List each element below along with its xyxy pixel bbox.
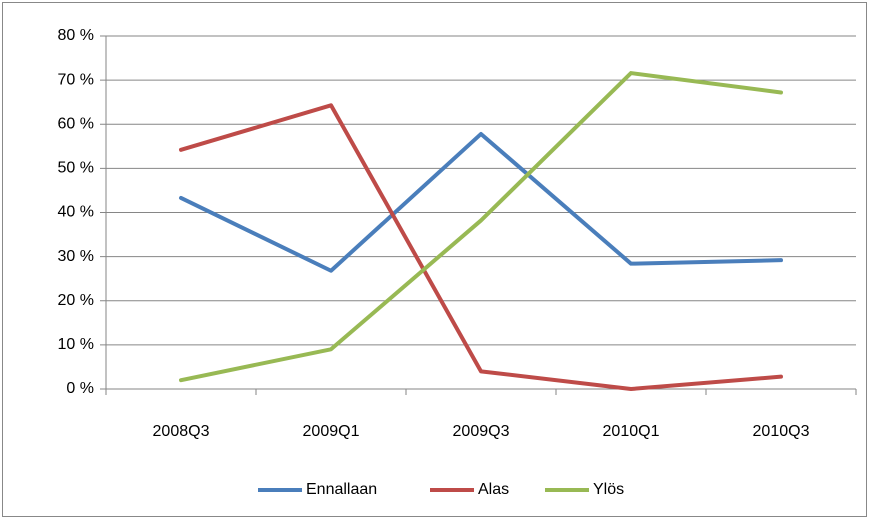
x-tick-label: 2008Q3 [153, 423, 210, 440]
y-tick-label: 0 % [66, 380, 94, 397]
legend-label: Ylös [593, 481, 624, 498]
line-series [179, 131, 783, 273]
y-tick-label: 70 % [58, 71, 94, 88]
y-tick-label: 20 % [58, 292, 94, 309]
x-tick-label: 2009Q3 [453, 423, 510, 440]
x-tick-label: 2010Q1 [603, 423, 660, 440]
y-tick-label: 80 % [58, 27, 94, 44]
line-series [179, 71, 783, 383]
x-tick-label: 2010Q3 [753, 423, 810, 440]
x-tick-label: 2009Q1 [303, 423, 360, 440]
line-series [179, 103, 783, 391]
legend-label: Ennallaan [306, 481, 377, 498]
y-tick-label: 50 % [58, 160, 94, 177]
y-tick-label: 30 % [58, 248, 94, 265]
y-tick-label: 60 % [58, 115, 94, 132]
y-tick-label: 10 % [58, 336, 94, 353]
y-tick-label: 40 % [58, 204, 94, 221]
legend-label: Alas [478, 481, 509, 498]
